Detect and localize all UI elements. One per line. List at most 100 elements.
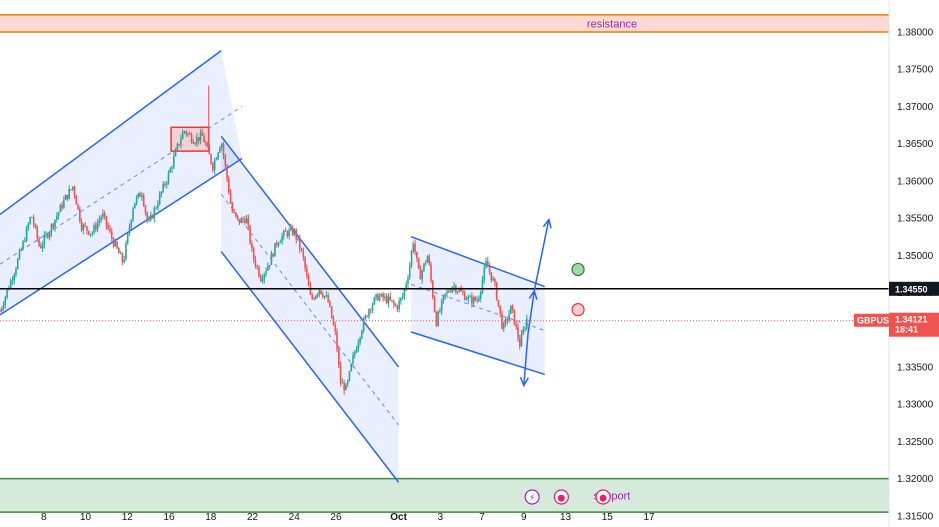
channel-1-upper-line[interactable]	[0, 50, 222, 215]
symbol-tag[interactable]	[854, 313, 889, 327]
candle-body	[20, 248, 23, 251]
candle-body	[118, 248, 120, 254]
candle-body	[283, 230, 285, 236]
candle-body	[522, 329, 525, 335]
candle-body	[16, 258, 19, 269]
candle-body	[164, 183, 166, 186]
candle-body	[465, 299, 468, 301]
key-level-price-tag[interactable]	[889, 281, 939, 296]
candle-body	[392, 301, 395, 305]
candle-body	[298, 238, 301, 249]
candle-body	[435, 311, 438, 326]
candle-body	[314, 295, 317, 300]
candle-body	[444, 293, 447, 296]
candle-body	[64, 195, 67, 200]
candle-body	[380, 293, 383, 297]
overlays-layer: ⚡ ● ●	[0, 217, 889, 505]
candle-body	[52, 224, 55, 228]
candle-body	[524, 328, 526, 330]
candle-body	[426, 256, 429, 263]
candle-body	[63, 199, 65, 208]
candle-body	[517, 326, 519, 339]
candle-body	[25, 227, 28, 242]
candle-body	[80, 221, 83, 231]
candle-body	[414, 243, 416, 252]
candle-body	[142, 195, 145, 206]
candle-body	[180, 139, 182, 145]
candle-body	[121, 253, 124, 263]
time-tick-label: 9	[521, 512, 527, 523]
candle-body	[15, 268, 17, 275]
candle-body	[228, 178, 230, 193]
candle-body	[0, 311, 1, 312]
candle-body	[508, 313, 510, 321]
candle-body	[206, 144, 209, 147]
channel-3-upper-line[interactable]	[410, 236, 545, 288]
candle-body	[495, 282, 498, 301]
candle-body	[263, 273, 266, 280]
projection-arrow-3-head	[519, 376, 530, 388]
time-tick-label: 15	[602, 512, 614, 523]
candle-body	[2, 304, 5, 309]
candle-body	[157, 204, 159, 208]
candle-body	[515, 324, 517, 327]
candle-body	[162, 183, 164, 192]
candle-body	[307, 275, 310, 287]
candle-body	[391, 300, 393, 302]
candle-body	[437, 312, 439, 326]
projection-arrow-3-shaft[interactable]	[523, 334, 529, 386]
event-icon-2-glyph: ●	[557, 494, 565, 504]
channel-3-lower-line[interactable]	[410, 331, 545, 376]
candle-body	[378, 296, 381, 301]
time-tick-label: 12	[122, 512, 134, 523]
signal-marker-2[interactable]	[571, 303, 585, 317]
candle-body	[66, 195, 69, 199]
candle-body	[504, 319, 507, 324]
last-price-tag[interactable]	[889, 312, 939, 337]
channel-2-upper-line[interactable]	[220, 135, 400, 368]
candle-body	[272, 253, 274, 257]
candle-body	[55, 216, 58, 220]
event-icon-3[interactable]	[595, 489, 611, 505]
candle-body	[169, 168, 172, 173]
support-zone	[0, 478, 889, 513]
candle-body	[439, 310, 441, 313]
candle-body	[71, 186, 74, 190]
candle-body	[203, 135, 205, 143]
signal-marker-1[interactable]	[571, 262, 585, 277]
channel-2-lower-line[interactable]	[220, 251, 400, 483]
candle-body	[518, 338, 521, 347]
candle-body	[48, 232, 51, 238]
price-tick-label: 1.37500	[897, 65, 934, 76]
time-axis[interactable]: 8 10 12 16 18 22 24 26 Oct 3 7 9 13 15 17	[41, 512, 655, 523]
projection-arrow-2-shaft[interactable]	[533, 219, 550, 292]
candle-body	[408, 265, 411, 279]
time-tick-label: 16	[163, 512, 175, 523]
projection-arrow-1-shaft[interactable]	[527, 290, 535, 335]
price-tick-label: 1.32500	[897, 437, 934, 448]
candle-body	[77, 204, 79, 209]
time-tick-label: 18	[205, 512, 217, 523]
time-tick-label: 8	[41, 512, 47, 523]
candle-body	[114, 241, 117, 247]
candle-body	[417, 258, 420, 269]
candle-body	[371, 304, 374, 311]
candle-body	[330, 306, 333, 319]
candle-body	[151, 215, 154, 219]
candle-body	[497, 300, 500, 306]
resistance-label: resistance	[587, 18, 637, 30]
candle-body	[109, 228, 111, 232]
event-icon-1[interactable]	[524, 489, 540, 505]
candle-body	[494, 278, 496, 283]
event-icon-2[interactable]	[553, 489, 569, 505]
candle-body	[327, 295, 329, 303]
candle-body	[261, 279, 264, 282]
candle-body	[352, 355, 354, 364]
candle-body	[173, 156, 175, 168]
candle-body	[70, 189, 72, 191]
candle-body	[329, 302, 331, 307]
candle-body	[194, 143, 196, 144]
candle-body	[210, 154, 212, 164]
candle-body	[366, 315, 368, 317]
